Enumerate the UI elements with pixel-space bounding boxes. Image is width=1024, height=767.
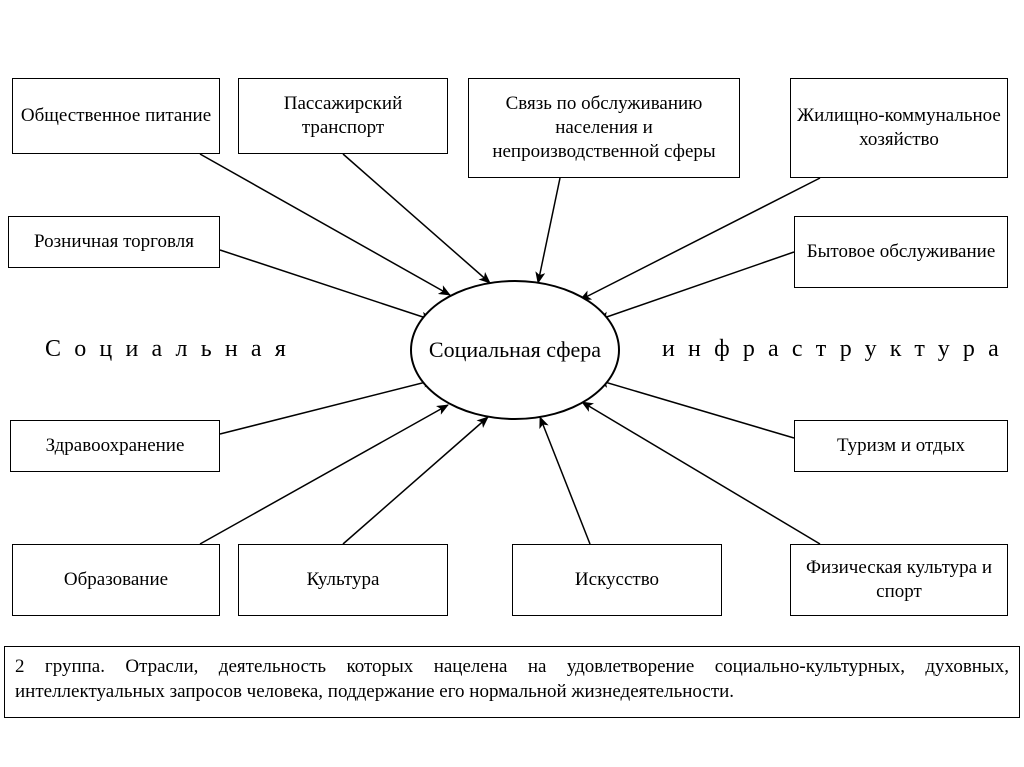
node-n2: Пассажирский транспорт [238,78,448,154]
node-label: Общественное питание [21,104,211,128]
node-n3: Связь по обслуживанию населения и непрои… [468,78,740,178]
center-node: Социальная сфера [410,280,620,420]
node-label: Физическая культура и спорт [797,556,1001,604]
diagram-canvas: Социальная сфера Социальная инфраструкту… [0,0,1024,767]
node-label: Розничная торговля [34,230,194,254]
node-label: Образование [64,568,168,592]
node-label: Искусство [575,568,659,592]
label-social: Социальная [45,336,299,363]
node-label: Жилищно-коммунальное хозяйство [797,104,1001,152]
label-infrastructure: инфраструктура [662,336,1012,363]
node-n10: Культура [238,544,448,616]
node-label: Бытовое обслуживание [807,240,996,264]
caption-box: 2 группа. Отрасли, деятельность которых … [4,646,1020,718]
node-label: Здравоохранение [46,434,185,458]
node-n12: Физическая культура и спорт [790,544,1008,616]
node-n11: Искусство [512,544,722,616]
node-n8: Туризм и отдых [794,420,1008,472]
node-label: Связь по обслуживанию населения и непрои… [475,92,733,163]
node-label: Туризм и отдых [837,434,965,458]
center-label: Социальная сфера [429,337,601,363]
caption-text: 2 группа. Отрасли, деятельность которых … [15,656,1009,702]
node-n5: Розничная торговля [8,216,220,268]
node-n9: Образование [12,544,220,616]
node-label: Пассажирский транспорт [245,92,441,140]
node-n4: Жилищно-коммунальное хозяйство [790,78,1008,178]
node-n7: Здравоохранение [10,420,220,472]
node-label: Культура [307,568,380,592]
node-n1: Общественное питание [12,78,220,154]
node-n6: Бытовое обслуживание [794,216,1008,288]
